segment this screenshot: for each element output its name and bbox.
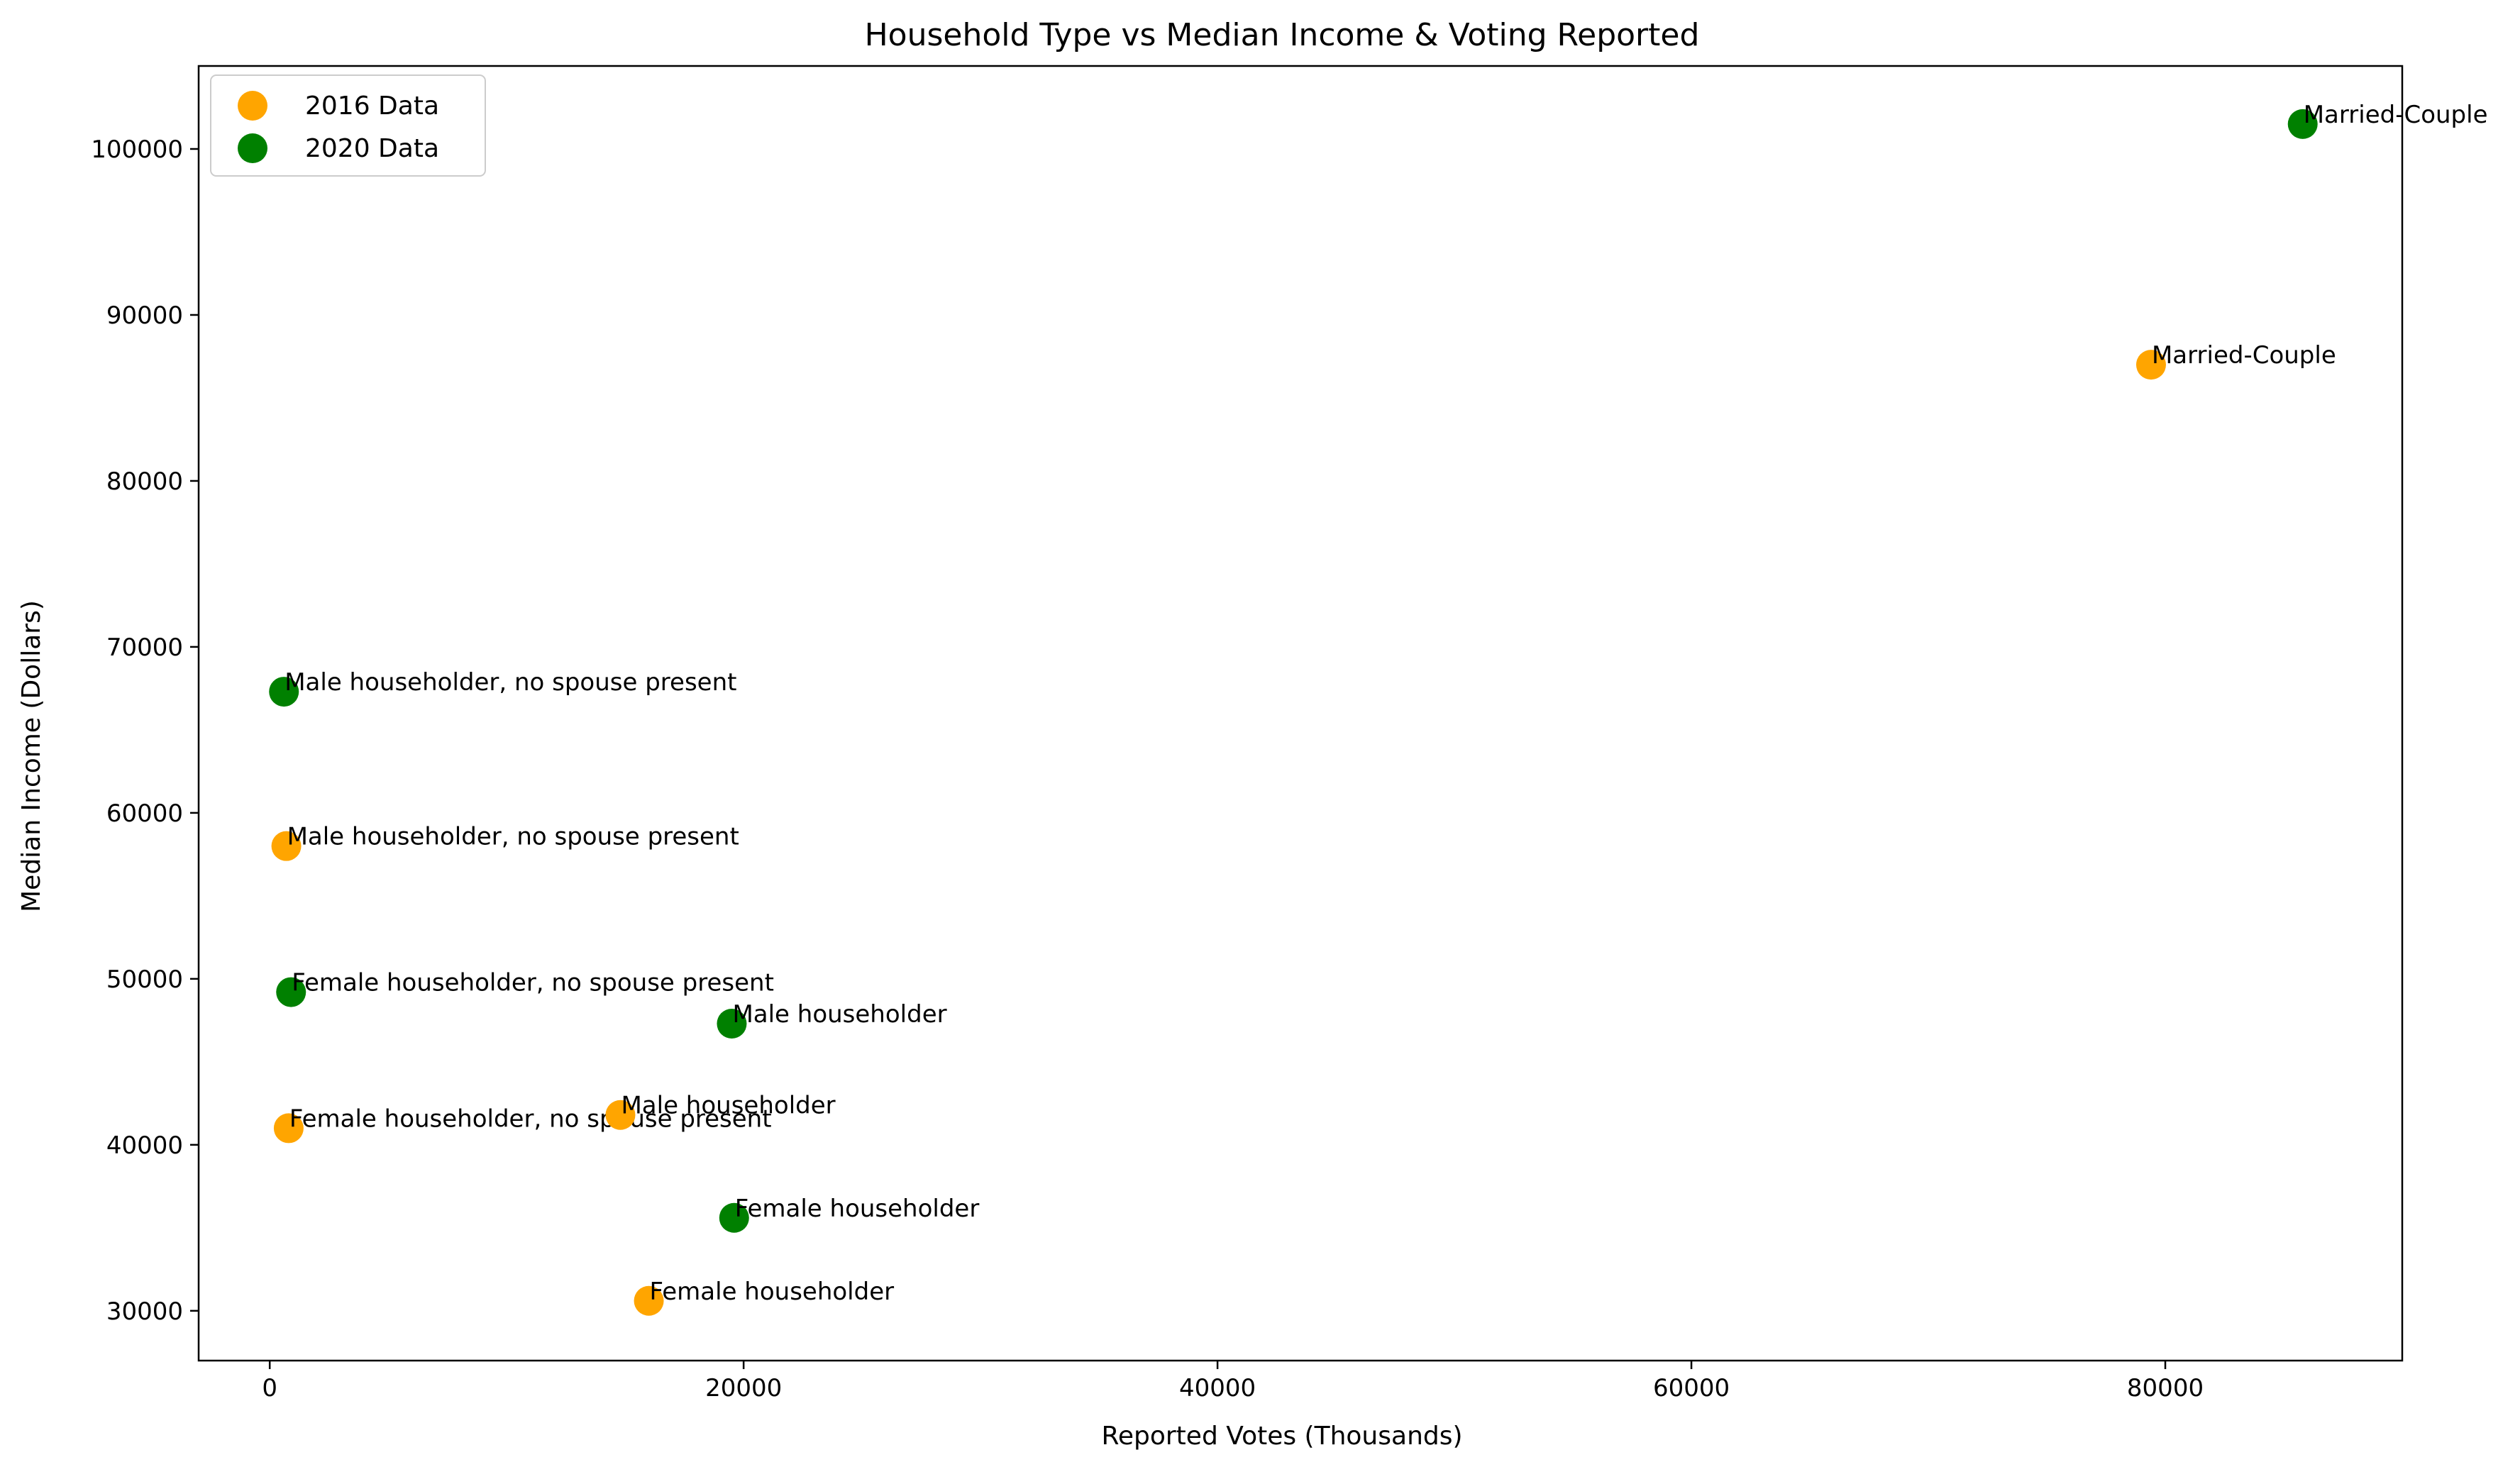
point-annotation: Male householder, no spouse present xyxy=(287,823,739,851)
point-annotation: Male householder xyxy=(732,1000,946,1029)
x-tick-label: 40000 xyxy=(1179,1374,1256,1402)
point-annotation: Female householder xyxy=(650,1278,895,1306)
data-point-2016 xyxy=(2135,350,2166,380)
point-annotation: Male householder xyxy=(621,1092,835,1120)
data-point-2016 xyxy=(271,831,302,861)
data-point-2016 xyxy=(605,1100,636,1130)
legend-label: 2016 Data xyxy=(305,92,439,121)
x-tick-label: 80000 xyxy=(2127,1374,2204,1402)
data-point-2020 xyxy=(2287,109,2318,139)
legend-marker xyxy=(238,91,267,121)
data-point-2016 xyxy=(273,1113,304,1144)
y-tick-label: 100000 xyxy=(91,135,183,164)
axes-frame xyxy=(197,65,2404,1362)
y-tick-label: 60000 xyxy=(106,799,183,828)
chart-title: Household Type vs Median Income & Voting… xyxy=(865,17,1700,53)
x-tick-label: 0 xyxy=(262,1374,277,1402)
y-tick-label: 50000 xyxy=(106,965,183,994)
y-tick-label: 40000 xyxy=(106,1131,183,1160)
legend: 2016 Data 2020 Data xyxy=(210,74,486,177)
data-point-2020 xyxy=(269,677,299,707)
point-annotation: Female householder xyxy=(735,1195,980,1223)
plot-area: 0 20000 40000 60000 80000 30000 40000 50000 6000… xyxy=(91,65,2488,1402)
y-tick-label: 70000 xyxy=(106,633,183,662)
point-annotation: Married-Couple xyxy=(2152,341,2336,370)
data-point-2020 xyxy=(717,1009,747,1039)
legend-label: 2020 Data xyxy=(305,134,439,163)
x-tick-label: 60000 xyxy=(1653,1374,1730,1402)
x-tick-label: 20000 xyxy=(705,1374,782,1402)
legend-marker xyxy=(238,133,267,163)
data-point-2020 xyxy=(719,1202,749,1233)
point-annotation: Married-Couple xyxy=(2304,101,2488,129)
y-tick-label: 30000 xyxy=(106,1297,183,1326)
data-point-2020 xyxy=(276,977,306,1007)
point-annotation: Female householder, no spouse present xyxy=(289,1105,772,1133)
data-point-2016 xyxy=(634,1285,664,1316)
y-axis-label: Median Income (Dollars) xyxy=(17,600,46,912)
legend-box xyxy=(210,74,486,177)
point-annotation: Male householder, no spouse present xyxy=(284,668,736,697)
x-axis-label: Reported Votes (Thousands) xyxy=(1101,1422,1462,1451)
point-annotation: Female householder, no spouse present xyxy=(292,969,774,997)
y-tick-label: 90000 xyxy=(106,301,183,330)
y-tick-label: 80000 xyxy=(106,467,183,496)
